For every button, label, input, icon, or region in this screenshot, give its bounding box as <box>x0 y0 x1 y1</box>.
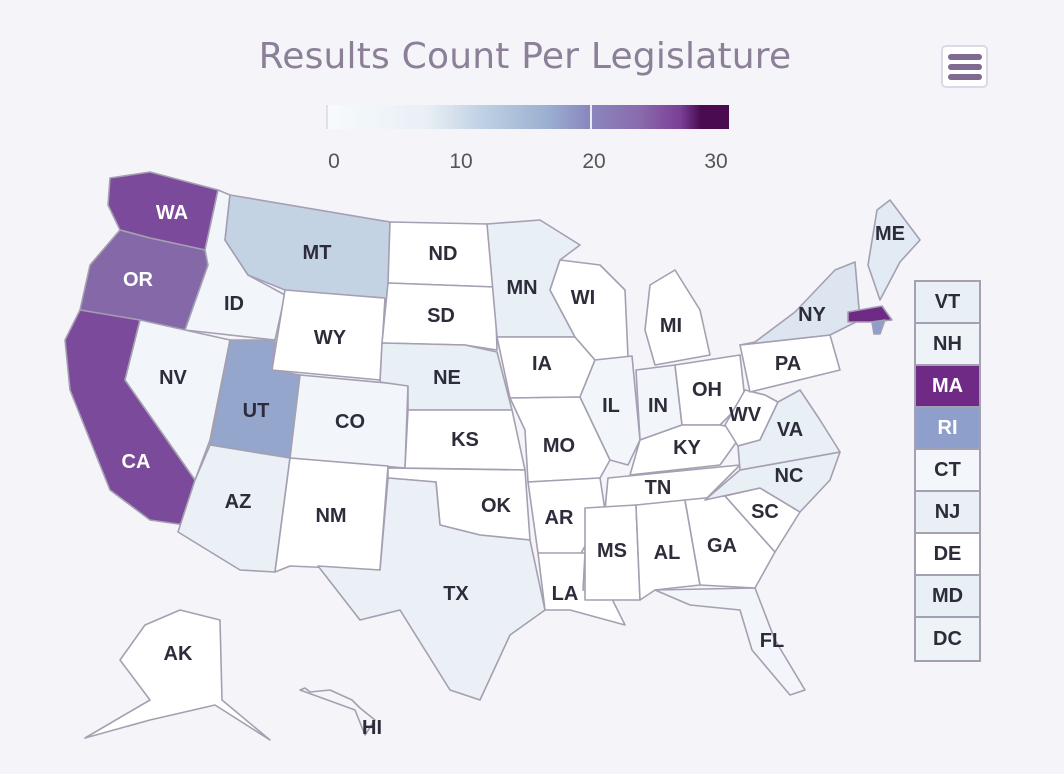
state-nv[interactable] <box>124 319 231 481</box>
state-label-me: ME <box>875 223 905 245</box>
chart-title: Results Count Per Legislature <box>258 36 792 77</box>
state-label-il: IL <box>602 395 620 417</box>
labels-layer: WA OR CA ID NV MT WY UT AZ CO NM ND SD NE KS OK TX MN IA MO… <box>122 202 905 739</box>
ne-state-dc[interactable]: DC <box>916 618 979 660</box>
state-label-nd: ND <box>429 243 458 265</box>
state-label-ca: CA <box>122 451 151 473</box>
state-label-nm: NM <box>315 505 346 527</box>
states-layer <box>64 171 921 741</box>
state-mi[interactable] <box>644 269 711 366</box>
state-label-ok: OK <box>481 495 512 517</box>
state-fl[interactable] <box>654 587 806 696</box>
state-label-az: AZ <box>225 491 252 513</box>
ne-state-ri[interactable]: RI <box>916 408 979 450</box>
colorbar-tick <box>326 105 328 129</box>
state-il[interactable] <box>579 355 641 466</box>
state-label-wv: WV <box>729 404 762 426</box>
northeast-states-legend: VT NH MA RI CT NJ DE MD DC <box>914 280 981 662</box>
color-scale-bar <box>326 105 729 129</box>
state-wi[interactable] <box>549 259 629 361</box>
state-label-wy: WY <box>314 327 347 349</box>
state-label-ga: GA <box>707 535 737 557</box>
state-label-ia: IA <box>532 353 552 375</box>
state-label-ms: MS <box>597 540 627 562</box>
state-label-pa: PA <box>775 353 801 375</box>
state-label-mn: MN <box>506 277 537 299</box>
state-ri[interactable] <box>871 319 886 335</box>
ne-state-md[interactable]: MD <box>916 576 979 618</box>
hamburger-menu-icon-bar <box>947 73 982 80</box>
state-va[interactable] <box>737 389 841 471</box>
colorbar-label: 30 <box>704 150 728 173</box>
state-label-al: AL <box>654 542 681 564</box>
state-label-la: LA <box>552 583 579 605</box>
state-label-fl: FL <box>760 630 784 652</box>
state-label-sc: SC <box>751 501 779 523</box>
state-label-ne: NE <box>433 367 461 389</box>
state-label-mi: MI <box>660 315 682 337</box>
state-sd[interactable] <box>381 282 498 351</box>
state-label-ar: AR <box>545 507 574 529</box>
state-tx[interactable] <box>317 477 546 701</box>
state-label-ny: NY <box>798 304 826 326</box>
state-label-tx: TX <box>443 583 469 605</box>
state-me[interactable] <box>867 199 921 301</box>
state-label-mt: MT <box>303 242 332 264</box>
state-label-wi: WI <box>571 287 595 309</box>
ne-state-ct[interactable]: CT <box>916 450 979 492</box>
colorbar-label: 20 <box>582 150 606 173</box>
state-ak[interactable] <box>84 609 271 741</box>
hamburger-menu-icon <box>947 53 982 60</box>
ne-state-de[interactable]: DE <box>916 534 979 576</box>
colorbar-tick <box>590 105 592 129</box>
state-label-wa: WA <box>156 202 188 224</box>
state-label-sd: SD <box>427 305 455 327</box>
state-hi[interactable] <box>299 687 376 736</box>
state-label-va: VA <box>777 419 803 441</box>
state-label-oh: OH <box>692 379 722 401</box>
state-label-in: IN <box>648 395 668 417</box>
ne-state-nj[interactable]: NJ <box>916 492 979 534</box>
state-label-co: CO <box>335 411 365 433</box>
state-label-ak: AK <box>164 643 193 665</box>
hamburger-menu-icon-bar <box>947 63 982 70</box>
state-label-ks: KS <box>451 429 479 451</box>
colorbar-tick <box>454 105 456 129</box>
state-label-id: ID <box>224 293 244 315</box>
ne-state-nh[interactable]: NH <box>916 324 979 366</box>
state-label-hi: HI <box>362 717 382 739</box>
state-label-nv: NV <box>159 367 187 389</box>
state-label-mo: MO <box>543 435 575 457</box>
colorbar-label: 0 <box>328 150 340 173</box>
state-al[interactable] <box>635 499 701 601</box>
state-label-ky: KY <box>673 437 701 459</box>
state-label-tn: TN <box>645 477 672 499</box>
ne-state-ma[interactable]: MA <box>916 366 979 408</box>
chart-menu-button[interactable] <box>941 45 988 88</box>
state-label-ut: UT <box>243 400 270 422</box>
colorbar-label: 10 <box>449 150 473 173</box>
state-label-nc: NC <box>775 465 804 487</box>
ne-state-vt[interactable]: VT <box>916 282 979 324</box>
state-label-or: OR <box>123 269 154 291</box>
state-ny[interactable] <box>739 261 861 346</box>
